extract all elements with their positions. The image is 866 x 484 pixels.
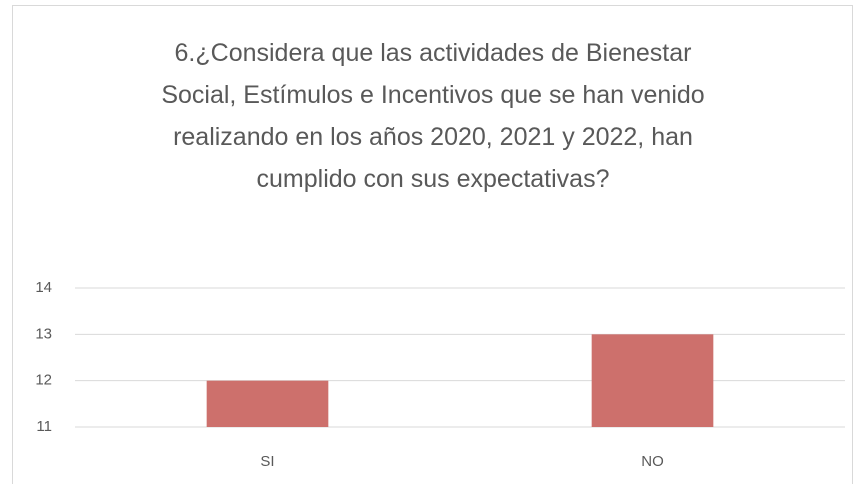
y-tick-label: 14 — [35, 279, 52, 296]
y-tick-label: 12 — [35, 372, 52, 389]
x-tick-label: SI — [260, 453, 274, 470]
chart-border — [12, 5, 853, 484]
bar — [206, 380, 329, 427]
x-tick-label: NO — [641, 453, 664, 470]
y-tick-label: 11 — [36, 418, 52, 435]
chart-title: 6.¿Considera que las actividades de Bien… — [161, 39, 705, 193]
bar — [591, 334, 714, 427]
y-tick-label: 13 — [35, 325, 52, 342]
